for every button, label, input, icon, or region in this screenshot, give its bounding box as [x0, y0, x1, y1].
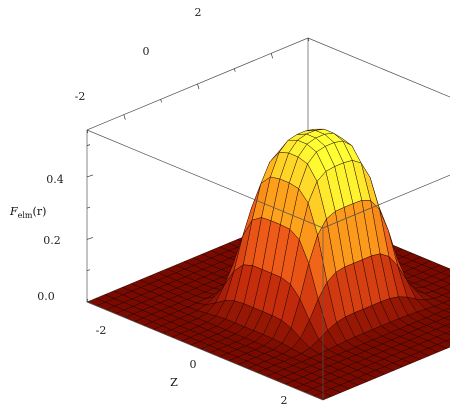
surface-mesh	[86, 128, 450, 401]
z-tick-mark	[86, 269, 91, 272]
surface-patch-15-24	[445, 339, 450, 343]
x-tick-label-2: 2	[195, 6, 202, 19]
z-tick-mark	[86, 299, 94, 303]
y-tick-label-0: -2	[96, 324, 107, 337]
box-edge-top-front-left	[86, 129, 324, 229]
x-tick-mark	[233, 68, 236, 72]
z-axis-label: Felm(r)	[9, 205, 46, 220]
x-tick-label-1: 0	[143, 45, 150, 58]
surface-patch-16-23	[445, 331, 450, 336]
box-edge-top-front-right	[322, 174, 450, 229]
box-edge-top-right	[307, 37, 450, 98]
y-tick-label-1: 0	[190, 358, 197, 371]
x-tick-mark	[160, 99, 162, 103]
x-tick-mark	[86, 129, 89, 134]
z-tick-mark	[86, 206, 91, 209]
y-tick-label-2: 2	[281, 394, 288, 407]
y-tick-mark	[243, 364, 246, 368]
z-tick-label-2: 0.4	[46, 173, 64, 186]
z-axis-label-sub: elm	[18, 211, 33, 220]
y-tick-mark	[283, 378, 286, 384]
x-tick-mark	[123, 114, 126, 120]
y-tick-mark	[322, 396, 324, 401]
z-tick-mark	[86, 237, 94, 240]
z-tick-label-0: 0.0	[37, 290, 55, 303]
x-tick-mark	[270, 53, 274, 59]
surface-patch-17-22	[444, 323, 450, 329]
z-tick-label-1: 0.2	[43, 234, 61, 247]
surface-patch-18-21	[444, 315, 450, 321]
z-axis-label-main: F	[9, 205, 18, 218]
z-tick-mark	[86, 174, 94, 178]
y-tick-mark	[204, 345, 207, 352]
tick-marks	[86, 37, 324, 401]
z-axis-label-arg: (r)	[33, 205, 47, 218]
z-tick-mark	[86, 144, 91, 146]
x-tick-label-0: -2	[75, 90, 86, 103]
x-tick-mark	[307, 37, 310, 42]
y-tick-mark	[125, 313, 128, 319]
x-tick-mark	[197, 83, 200, 90]
y-tick-mark	[165, 331, 167, 335]
y-axis-label: Z	[170, 376, 178, 389]
y-tick-mark	[86, 298, 88, 303]
